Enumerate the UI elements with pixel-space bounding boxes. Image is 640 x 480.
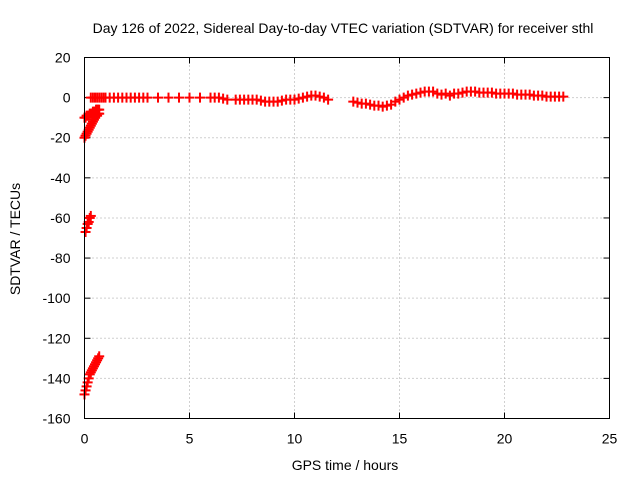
data-point	[94, 351, 105, 362]
y-tick-label: -120	[42, 330, 70, 346]
data-point	[323, 94, 334, 105]
y-tick-label: 20	[55, 50, 71, 66]
y-tick-label: -140	[42, 370, 70, 386]
data-point	[153, 92, 163, 103]
y-tick-label: -80	[50, 250, 70, 266]
y-tick-label: -20	[50, 130, 70, 146]
data-point	[174, 92, 184, 103]
data-point	[558, 91, 569, 102]
y-axis-label: SDTVAR / TECUs	[7, 183, 23, 295]
y-tick-label: -100	[42, 290, 70, 306]
x-axis-label: GPS time / hours	[292, 457, 399, 473]
data-point	[94, 104, 105, 115]
y-tick-label: 0	[63, 90, 71, 106]
x-tick-label: 25	[602, 431, 618, 447]
data-points	[79, 86, 569, 400]
data-point	[142, 92, 153, 103]
data-point	[195, 92, 205, 103]
axis-ticks: 0 5 10 15 20 25 -160 -140 -120 -100 -80 -60 -40 -20 0 2…	[42, 50, 617, 447]
y-tick-label: -60	[50, 210, 70, 226]
plot-frame	[84, 57, 610, 419]
data-point	[85, 210, 96, 221]
x-tick-label: 5	[186, 431, 194, 447]
x-tick-label: 20	[497, 431, 513, 447]
x-tick-label: 10	[287, 431, 303, 447]
data-point	[93, 353, 104, 364]
chart-title: Day 126 of 2022, Sidereal Day-to-day VTE…	[93, 20, 594, 36]
grid	[84, 57, 610, 419]
data-point	[163, 92, 174, 103]
x-tick-label: 0	[81, 431, 89, 447]
x-tick-label: 15	[392, 431, 408, 447]
data-point	[84, 212, 95, 223]
data-point	[222, 94, 233, 105]
y-tick-label: -160	[42, 411, 70, 427]
data-point	[184, 92, 195, 103]
y-tick-label: -40	[50, 170, 70, 186]
